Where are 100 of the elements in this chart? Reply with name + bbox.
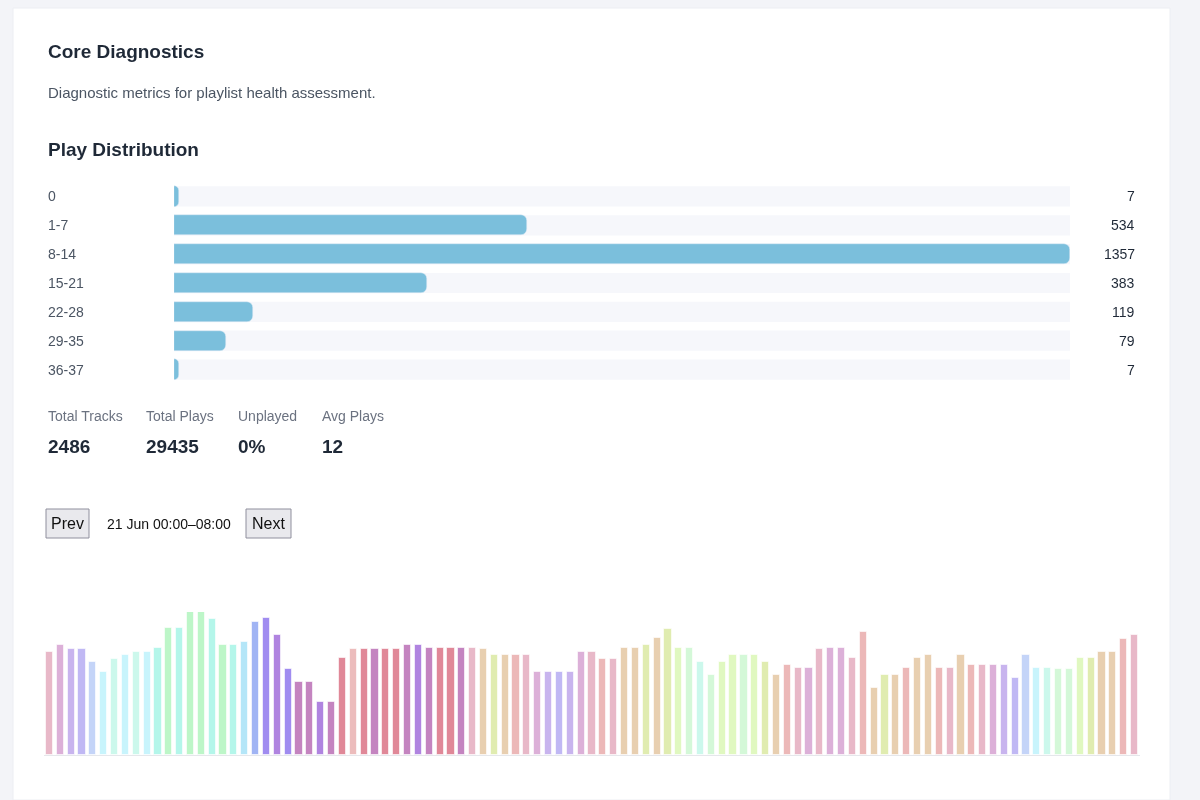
bar (88, 661, 96, 755)
y-tick-label: 8-14 (48, 246, 77, 262)
bar (566, 671, 574, 755)
bar (946, 667, 954, 755)
bar (1000, 664, 1008, 755)
bar (935, 667, 943, 755)
bar (902, 667, 910, 755)
y-tick-label: 0 (48, 188, 56, 204)
bar (262, 617, 270, 755)
bar (186, 612, 194, 755)
bar (620, 647, 628, 755)
bar (533, 671, 541, 755)
bar (370, 648, 379, 755)
bar (316, 701, 324, 755)
bar (153, 647, 162, 755)
bar (1054, 668, 1062, 755)
bar (349, 648, 357, 755)
text: Core Diagnostics (48, 41, 205, 62)
bar (663, 628, 672, 755)
bar (67, 648, 75, 755)
bar (837, 647, 845, 755)
bar (327, 701, 335, 755)
bar (132, 651, 140, 755)
bar (251, 621, 259, 755)
bar (1076, 657, 1084, 755)
bar (175, 627, 183, 755)
text: 2486 (48, 436, 91, 457)
bar (240, 641, 248, 755)
bar (989, 664, 997, 755)
bar (197, 612, 205, 755)
bar (859, 631, 867, 755)
y-tick-label: 36-37 (48, 362, 85, 378)
text: Prev (51, 515, 84, 532)
text: 12 (322, 436, 344, 457)
bar (77, 648, 86, 755)
bar (490, 654, 498, 755)
bar (739, 654, 748, 755)
bar (642, 644, 650, 755)
bar (891, 674, 899, 755)
bar (511, 654, 520, 755)
bar (761, 661, 769, 755)
text: Total Plays (146, 408, 214, 424)
bar (522, 654, 530, 755)
bar (577, 651, 585, 755)
text: Diagnostic metrics for playlist health assessment. (48, 84, 376, 101)
bar (143, 651, 151, 755)
bar (707, 674, 715, 755)
bar (174, 301, 253, 322)
bar (1065, 668, 1073, 755)
bar (750, 654, 758, 755)
bar (544, 671, 552, 755)
text: Avg Plays (322, 408, 384, 424)
bar (110, 658, 118, 755)
bar (728, 654, 737, 755)
bar (1119, 638, 1127, 755)
data-label: 79 (1119, 333, 1135, 349)
bar (501, 654, 509, 755)
data-label: 1357 (1104, 246, 1136, 262)
bar (685, 647, 693, 755)
bar (1021, 654, 1030, 755)
data-label: 383 (1111, 275, 1135, 291)
bar (913, 657, 921, 755)
text: Next (252, 515, 286, 532)
bar (924, 654, 932, 755)
bar (218, 644, 227, 755)
bar (1087, 657, 1095, 755)
bar (56, 644, 64, 755)
bar (956, 654, 965, 755)
bar (284, 668, 292, 755)
text: Unplayed (238, 408, 298, 424)
bar (392, 648, 400, 755)
bar (804, 667, 813, 755)
bar (848, 657, 856, 755)
data-label: 7 (1127, 188, 1135, 204)
bar (631, 647, 639, 755)
bar (446, 647, 455, 755)
text: 0% (238, 436, 266, 457)
bar (436, 647, 444, 755)
data-label: 534 (1111, 217, 1135, 233)
bar (229, 644, 237, 755)
bar (653, 637, 661, 755)
bar (880, 674, 889, 755)
bar (294, 681, 303, 755)
bar (674, 647, 682, 755)
bar (555, 671, 563, 755)
chart-title: Play Distribution (48, 139, 199, 160)
bar (1043, 667, 1051, 755)
bar (609, 658, 617, 755)
y-tick-label: 29-35 (48, 333, 85, 349)
bar (794, 667, 802, 755)
bar (403, 644, 411, 755)
bar (718, 661, 726, 755)
bar (772, 674, 780, 755)
bar (45, 651, 53, 755)
bar (414, 644, 422, 755)
bar (305, 681, 313, 755)
bar (587, 651, 596, 755)
bar (273, 634, 281, 755)
y-tick-label: 15-21 (48, 275, 85, 291)
text: 21 Jun 00:00–08:00 (107, 516, 231, 532)
